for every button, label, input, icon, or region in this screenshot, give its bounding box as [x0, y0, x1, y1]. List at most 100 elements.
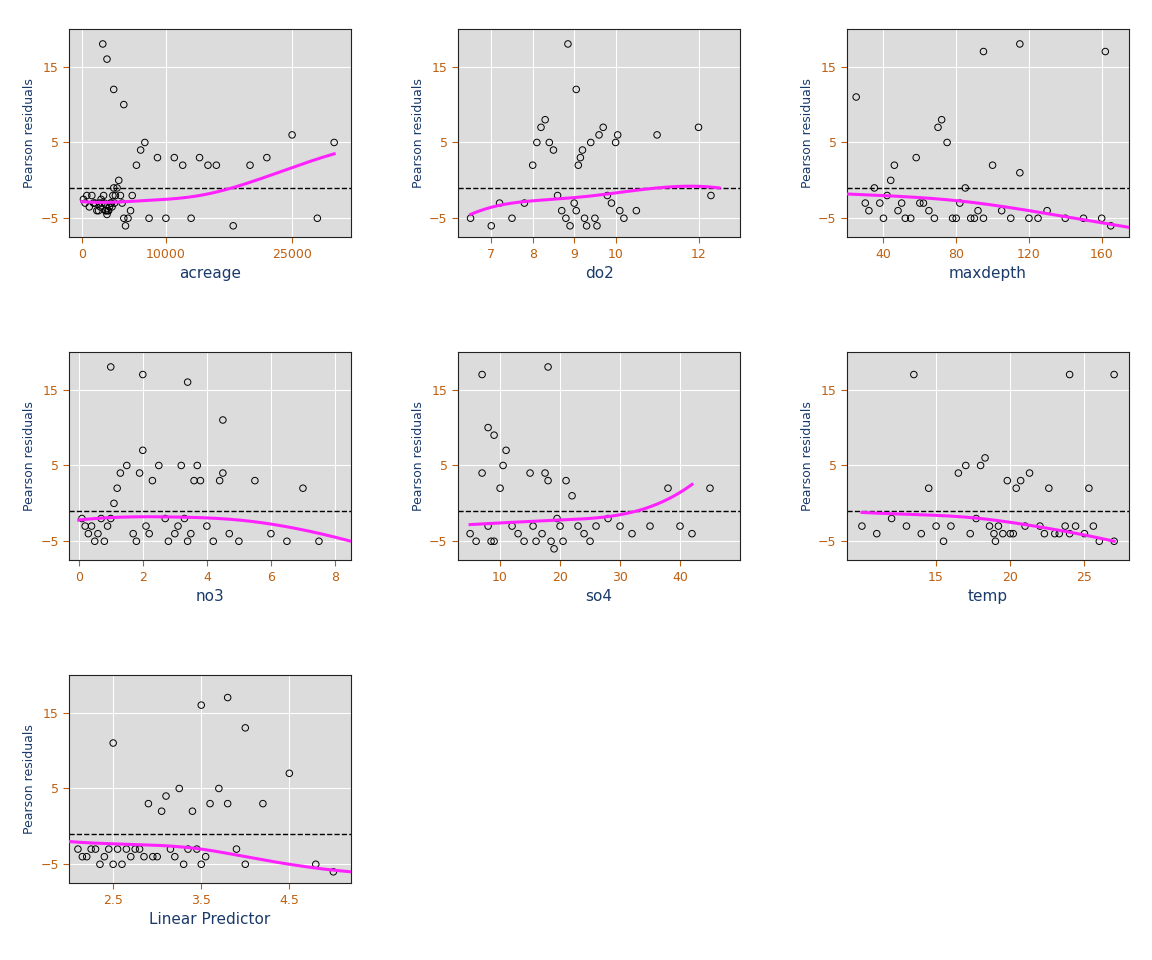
Point: [86, 196, 105, 211]
Point: [1011, 473, 1030, 489]
Point: [73, 849, 91, 864]
Point: [325, 134, 343, 150]
Point: [283, 128, 302, 143]
Point: [144, 849, 162, 864]
Point: [912, 526, 931, 541]
Point: [143, 473, 161, 489]
X-axis label: no3: no3: [196, 589, 225, 604]
Point: [567, 82, 585, 97]
Point: [166, 526, 184, 541]
Point: [556, 473, 575, 489]
Point: [947, 210, 965, 226]
Point: [865, 180, 884, 196]
Point: [1096, 44, 1114, 60]
Point: [310, 534, 328, 549]
Point: [1016, 518, 1034, 534]
Point: [134, 443, 152, 458]
Point: [980, 518, 999, 534]
Point: [985, 526, 1003, 541]
Point: [523, 157, 541, 173]
Point: [927, 518, 946, 534]
Point: [503, 518, 522, 534]
Point: [157, 788, 175, 804]
Point: [324, 864, 342, 879]
Point: [1105, 367, 1123, 382]
Point: [497, 443, 515, 458]
Point: [482, 218, 500, 233]
Point: [575, 526, 593, 541]
Point: [882, 511, 901, 526]
Point: [165, 150, 183, 165]
Point: [984, 157, 1002, 173]
Point: [485, 534, 503, 549]
Point: [123, 188, 142, 204]
Point: [990, 518, 1008, 534]
Y-axis label: Pearson residuals: Pearson residuals: [801, 401, 814, 511]
Point: [582, 134, 600, 150]
Point: [852, 518, 871, 534]
Point: [94, 188, 113, 204]
Point: [956, 180, 975, 196]
Point: [969, 203, 987, 218]
Point: [1056, 518, 1075, 534]
Point: [210, 780, 228, 796]
Point: [74, 192, 92, 207]
Y-axis label: Pearson residuals: Pearson residuals: [412, 401, 425, 511]
Point: [114, 97, 132, 112]
Y-axis label: Pearson residuals: Pearson residuals: [801, 78, 814, 188]
Point: [975, 44, 993, 60]
Point: [175, 511, 194, 526]
Point: [103, 199, 121, 214]
Point: [150, 458, 168, 473]
Point: [113, 856, 131, 872]
Point: [874, 210, 893, 226]
X-axis label: temp: temp: [968, 589, 1008, 604]
Point: [93, 36, 112, 52]
Point: [241, 157, 259, 173]
Point: [485, 427, 503, 443]
Point: [608, 128, 627, 143]
Point: [932, 112, 950, 128]
X-axis label: acreage: acreage: [179, 266, 241, 281]
Point: [179, 534, 197, 549]
Point: [910, 196, 929, 211]
Point: [491, 196, 509, 211]
Point: [105, 196, 123, 211]
Point: [141, 526, 159, 541]
Point: [190, 150, 209, 165]
Point: [101, 359, 120, 374]
Point: [1046, 526, 1064, 541]
Point: [1067, 518, 1085, 534]
Point: [992, 203, 1010, 218]
X-axis label: do2: do2: [585, 266, 613, 281]
Point: [683, 526, 702, 541]
Point: [99, 203, 118, 218]
Point: [585, 210, 604, 226]
X-axis label: Linear Predictor: Linear Predictor: [150, 912, 271, 927]
Point: [227, 841, 245, 856]
Point: [1060, 367, 1078, 382]
Point: [867, 526, 886, 541]
Point: [1079, 481, 1098, 496]
Point: [611, 203, 629, 218]
Point: [245, 473, 264, 489]
Point: [896, 210, 915, 226]
Point: [962, 210, 980, 226]
Point: [574, 142, 592, 157]
Point: [1084, 518, 1102, 534]
Point: [182, 210, 200, 226]
Point: [586, 518, 605, 534]
Point: [509, 526, 528, 541]
Point: [91, 199, 109, 214]
Point: [554, 534, 573, 549]
Point: [594, 120, 613, 135]
Point: [1010, 165, 1029, 180]
Point: [118, 458, 136, 473]
Point: [147, 849, 166, 864]
Point: [191, 473, 210, 489]
Point: [92, 192, 111, 207]
Point: [561, 218, 579, 233]
Point: [105, 495, 123, 511]
Point: [204, 534, 222, 549]
Point: [515, 534, 533, 549]
